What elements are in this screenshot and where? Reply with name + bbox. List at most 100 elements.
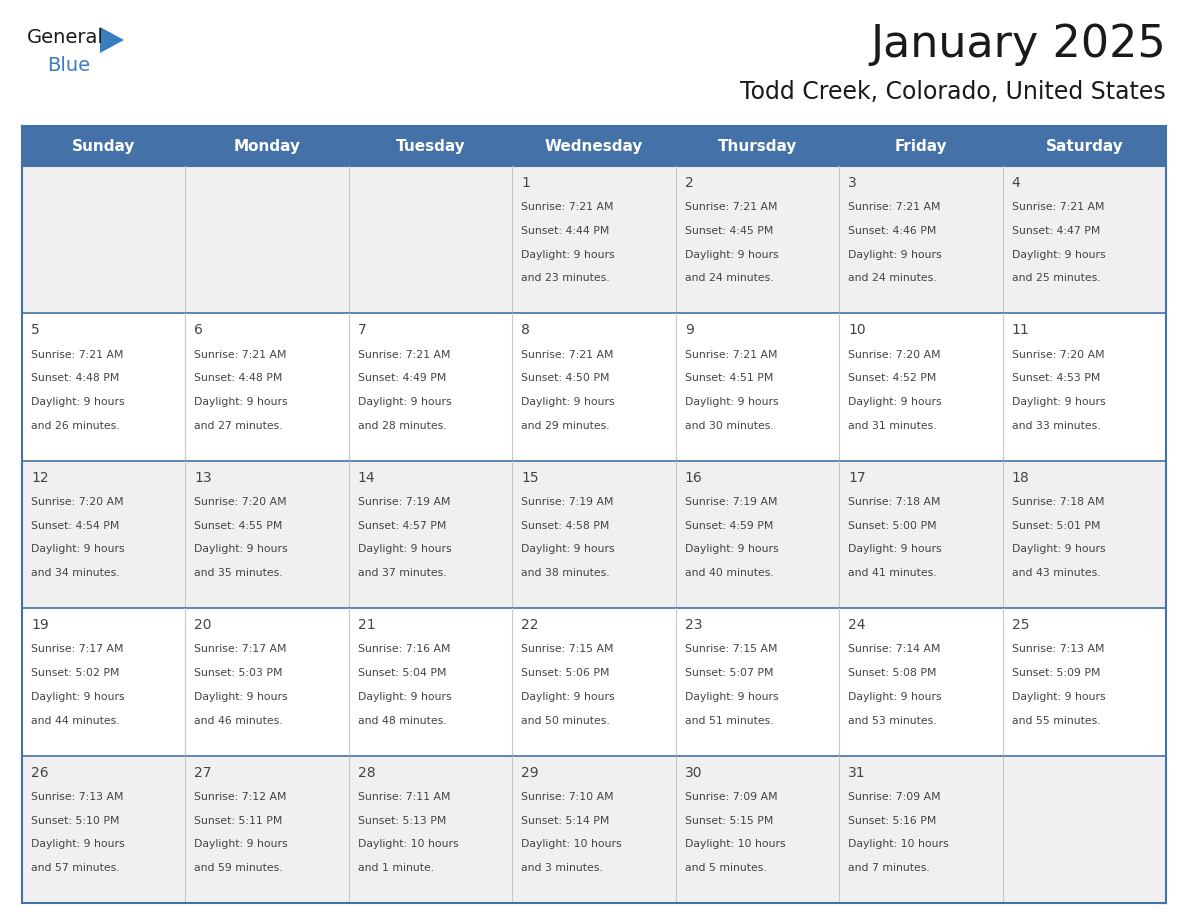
Text: and 50 minutes.: and 50 minutes. <box>522 716 609 725</box>
Text: Daylight: 9 hours: Daylight: 9 hours <box>195 397 287 407</box>
Text: Sunset: 5:04 PM: Sunset: 5:04 PM <box>358 668 447 678</box>
Text: Daylight: 9 hours: Daylight: 9 hours <box>358 544 451 554</box>
Text: and 33 minutes.: and 33 minutes. <box>1011 420 1100 431</box>
Text: and 38 minutes.: and 38 minutes. <box>522 568 609 578</box>
Text: and 5 minutes.: and 5 minutes. <box>684 863 766 873</box>
Text: and 31 minutes.: and 31 minutes. <box>848 420 937 431</box>
Text: 20: 20 <box>195 618 211 633</box>
Text: 21: 21 <box>358 618 375 633</box>
Text: Daylight: 9 hours: Daylight: 9 hours <box>195 692 287 702</box>
Text: and 28 minutes.: and 28 minutes. <box>358 420 447 431</box>
Text: Daylight: 9 hours: Daylight: 9 hours <box>31 397 125 407</box>
Text: Sunrise: 7:15 AM: Sunrise: 7:15 AM <box>522 644 614 655</box>
Text: Sunrise: 7:19 AM: Sunrise: 7:19 AM <box>684 497 777 507</box>
Text: and 46 minutes.: and 46 minutes. <box>195 716 283 725</box>
Text: and 23 minutes.: and 23 minutes. <box>522 274 609 284</box>
Text: Sunday: Sunday <box>72 139 135 153</box>
Text: Daylight: 9 hours: Daylight: 9 hours <box>195 839 287 849</box>
Text: Daylight: 9 hours: Daylight: 9 hours <box>684 544 778 554</box>
Text: Daylight: 9 hours: Daylight: 9 hours <box>358 397 451 407</box>
Text: Sunset: 4:57 PM: Sunset: 4:57 PM <box>358 521 447 531</box>
Text: 9: 9 <box>684 323 694 338</box>
Text: 27: 27 <box>195 766 211 779</box>
Text: 22: 22 <box>522 618 539 633</box>
Text: Sunrise: 7:21 AM: Sunrise: 7:21 AM <box>1011 202 1104 212</box>
Text: 15: 15 <box>522 471 539 485</box>
Text: Sunset: 5:09 PM: Sunset: 5:09 PM <box>1011 668 1100 678</box>
Text: Sunset: 5:07 PM: Sunset: 5:07 PM <box>684 668 773 678</box>
Text: 10: 10 <box>848 323 866 338</box>
Text: 26: 26 <box>31 766 49 779</box>
Text: 23: 23 <box>684 618 702 633</box>
Text: Sunrise: 7:21 AM: Sunrise: 7:21 AM <box>684 350 777 360</box>
Text: Daylight: 9 hours: Daylight: 9 hours <box>1011 397 1105 407</box>
Text: Sunset: 5:15 PM: Sunset: 5:15 PM <box>684 815 773 825</box>
Text: and 57 minutes.: and 57 minutes. <box>31 863 120 873</box>
Text: Sunrise: 7:17 AM: Sunrise: 7:17 AM <box>31 644 124 655</box>
Text: Sunrise: 7:12 AM: Sunrise: 7:12 AM <box>195 791 287 801</box>
Text: and 43 minutes.: and 43 minutes. <box>1011 568 1100 578</box>
Text: Daylight: 9 hours: Daylight: 9 hours <box>522 692 615 702</box>
Text: 19: 19 <box>31 618 49 633</box>
Text: 8: 8 <box>522 323 530 338</box>
Text: Sunrise: 7:13 AM: Sunrise: 7:13 AM <box>31 791 124 801</box>
Text: and 37 minutes.: and 37 minutes. <box>358 568 447 578</box>
Text: Sunset: 5:03 PM: Sunset: 5:03 PM <box>195 668 283 678</box>
Text: Daylight: 9 hours: Daylight: 9 hours <box>684 692 778 702</box>
Text: Sunset: 5:01 PM: Sunset: 5:01 PM <box>1011 521 1100 531</box>
Text: Friday: Friday <box>895 139 947 153</box>
Text: Sunrise: 7:18 AM: Sunrise: 7:18 AM <box>848 497 941 507</box>
Text: Sunset: 5:10 PM: Sunset: 5:10 PM <box>31 815 120 825</box>
Text: Daylight: 9 hours: Daylight: 9 hours <box>31 544 125 554</box>
Text: 4: 4 <box>1011 176 1020 190</box>
Text: 14: 14 <box>358 471 375 485</box>
Text: Sunrise: 7:16 AM: Sunrise: 7:16 AM <box>358 644 450 655</box>
Text: Daylight: 9 hours: Daylight: 9 hours <box>684 397 778 407</box>
Text: and 59 minutes.: and 59 minutes. <box>195 863 283 873</box>
Text: and 27 minutes.: and 27 minutes. <box>195 420 283 431</box>
Text: Sunset: 5:14 PM: Sunset: 5:14 PM <box>522 815 609 825</box>
Text: Daylight: 9 hours: Daylight: 9 hours <box>848 397 942 407</box>
Text: Sunrise: 7:13 AM: Sunrise: 7:13 AM <box>1011 644 1104 655</box>
Text: Sunrise: 7:21 AM: Sunrise: 7:21 AM <box>684 202 777 212</box>
Text: Sunset: 4:46 PM: Sunset: 4:46 PM <box>848 226 936 236</box>
Text: 28: 28 <box>358 766 375 779</box>
Text: Sunrise: 7:20 AM: Sunrise: 7:20 AM <box>1011 350 1104 360</box>
Bar <box>23 166 1165 313</box>
Text: 2: 2 <box>684 176 694 190</box>
Text: Sunset: 4:55 PM: Sunset: 4:55 PM <box>195 521 283 531</box>
Text: and 40 minutes.: and 40 minutes. <box>684 568 773 578</box>
Text: 11: 11 <box>1011 323 1029 338</box>
Text: and 7 minutes.: and 7 minutes. <box>848 863 930 873</box>
Text: Daylight: 10 hours: Daylight: 10 hours <box>358 839 459 849</box>
Text: Sunrise: 7:19 AM: Sunrise: 7:19 AM <box>522 497 614 507</box>
Text: Daylight: 9 hours: Daylight: 9 hours <box>1011 544 1105 554</box>
Text: Sunrise: 7:15 AM: Sunrise: 7:15 AM <box>684 644 777 655</box>
Text: and 26 minutes.: and 26 minutes. <box>31 420 120 431</box>
Text: 6: 6 <box>195 323 203 338</box>
Text: Sunrise: 7:10 AM: Sunrise: 7:10 AM <box>522 791 614 801</box>
Text: General: General <box>27 28 103 47</box>
Text: Daylight: 9 hours: Daylight: 9 hours <box>522 250 615 260</box>
Text: and 35 minutes.: and 35 minutes. <box>195 568 283 578</box>
Bar <box>23 126 1165 166</box>
Text: Sunset: 4:53 PM: Sunset: 4:53 PM <box>1011 374 1100 384</box>
Text: and 48 minutes.: and 48 minutes. <box>358 716 447 725</box>
Text: Daylight: 9 hours: Daylight: 9 hours <box>1011 692 1105 702</box>
Text: Sunrise: 7:18 AM: Sunrise: 7:18 AM <box>1011 497 1104 507</box>
Text: Daylight: 10 hours: Daylight: 10 hours <box>684 839 785 849</box>
Text: Sunrise: 7:20 AM: Sunrise: 7:20 AM <box>195 497 287 507</box>
Text: Daylight: 9 hours: Daylight: 9 hours <box>522 397 615 407</box>
Text: Sunrise: 7:11 AM: Sunrise: 7:11 AM <box>358 791 450 801</box>
Text: Sunset: 5:06 PM: Sunset: 5:06 PM <box>522 668 609 678</box>
Text: Daylight: 9 hours: Daylight: 9 hours <box>31 839 125 849</box>
Text: Sunrise: 7:14 AM: Sunrise: 7:14 AM <box>848 644 941 655</box>
Text: Sunset: 4:58 PM: Sunset: 4:58 PM <box>522 521 609 531</box>
Text: Sunset: 5:11 PM: Sunset: 5:11 PM <box>195 815 283 825</box>
Text: Sunrise: 7:21 AM: Sunrise: 7:21 AM <box>848 202 941 212</box>
Text: and 3 minutes.: and 3 minutes. <box>522 863 604 873</box>
Text: Saturday: Saturday <box>1045 139 1123 153</box>
Text: Sunset: 4:45 PM: Sunset: 4:45 PM <box>684 226 773 236</box>
Text: Sunset: 4:51 PM: Sunset: 4:51 PM <box>684 374 773 384</box>
Text: Daylight: 9 hours: Daylight: 9 hours <box>522 544 615 554</box>
